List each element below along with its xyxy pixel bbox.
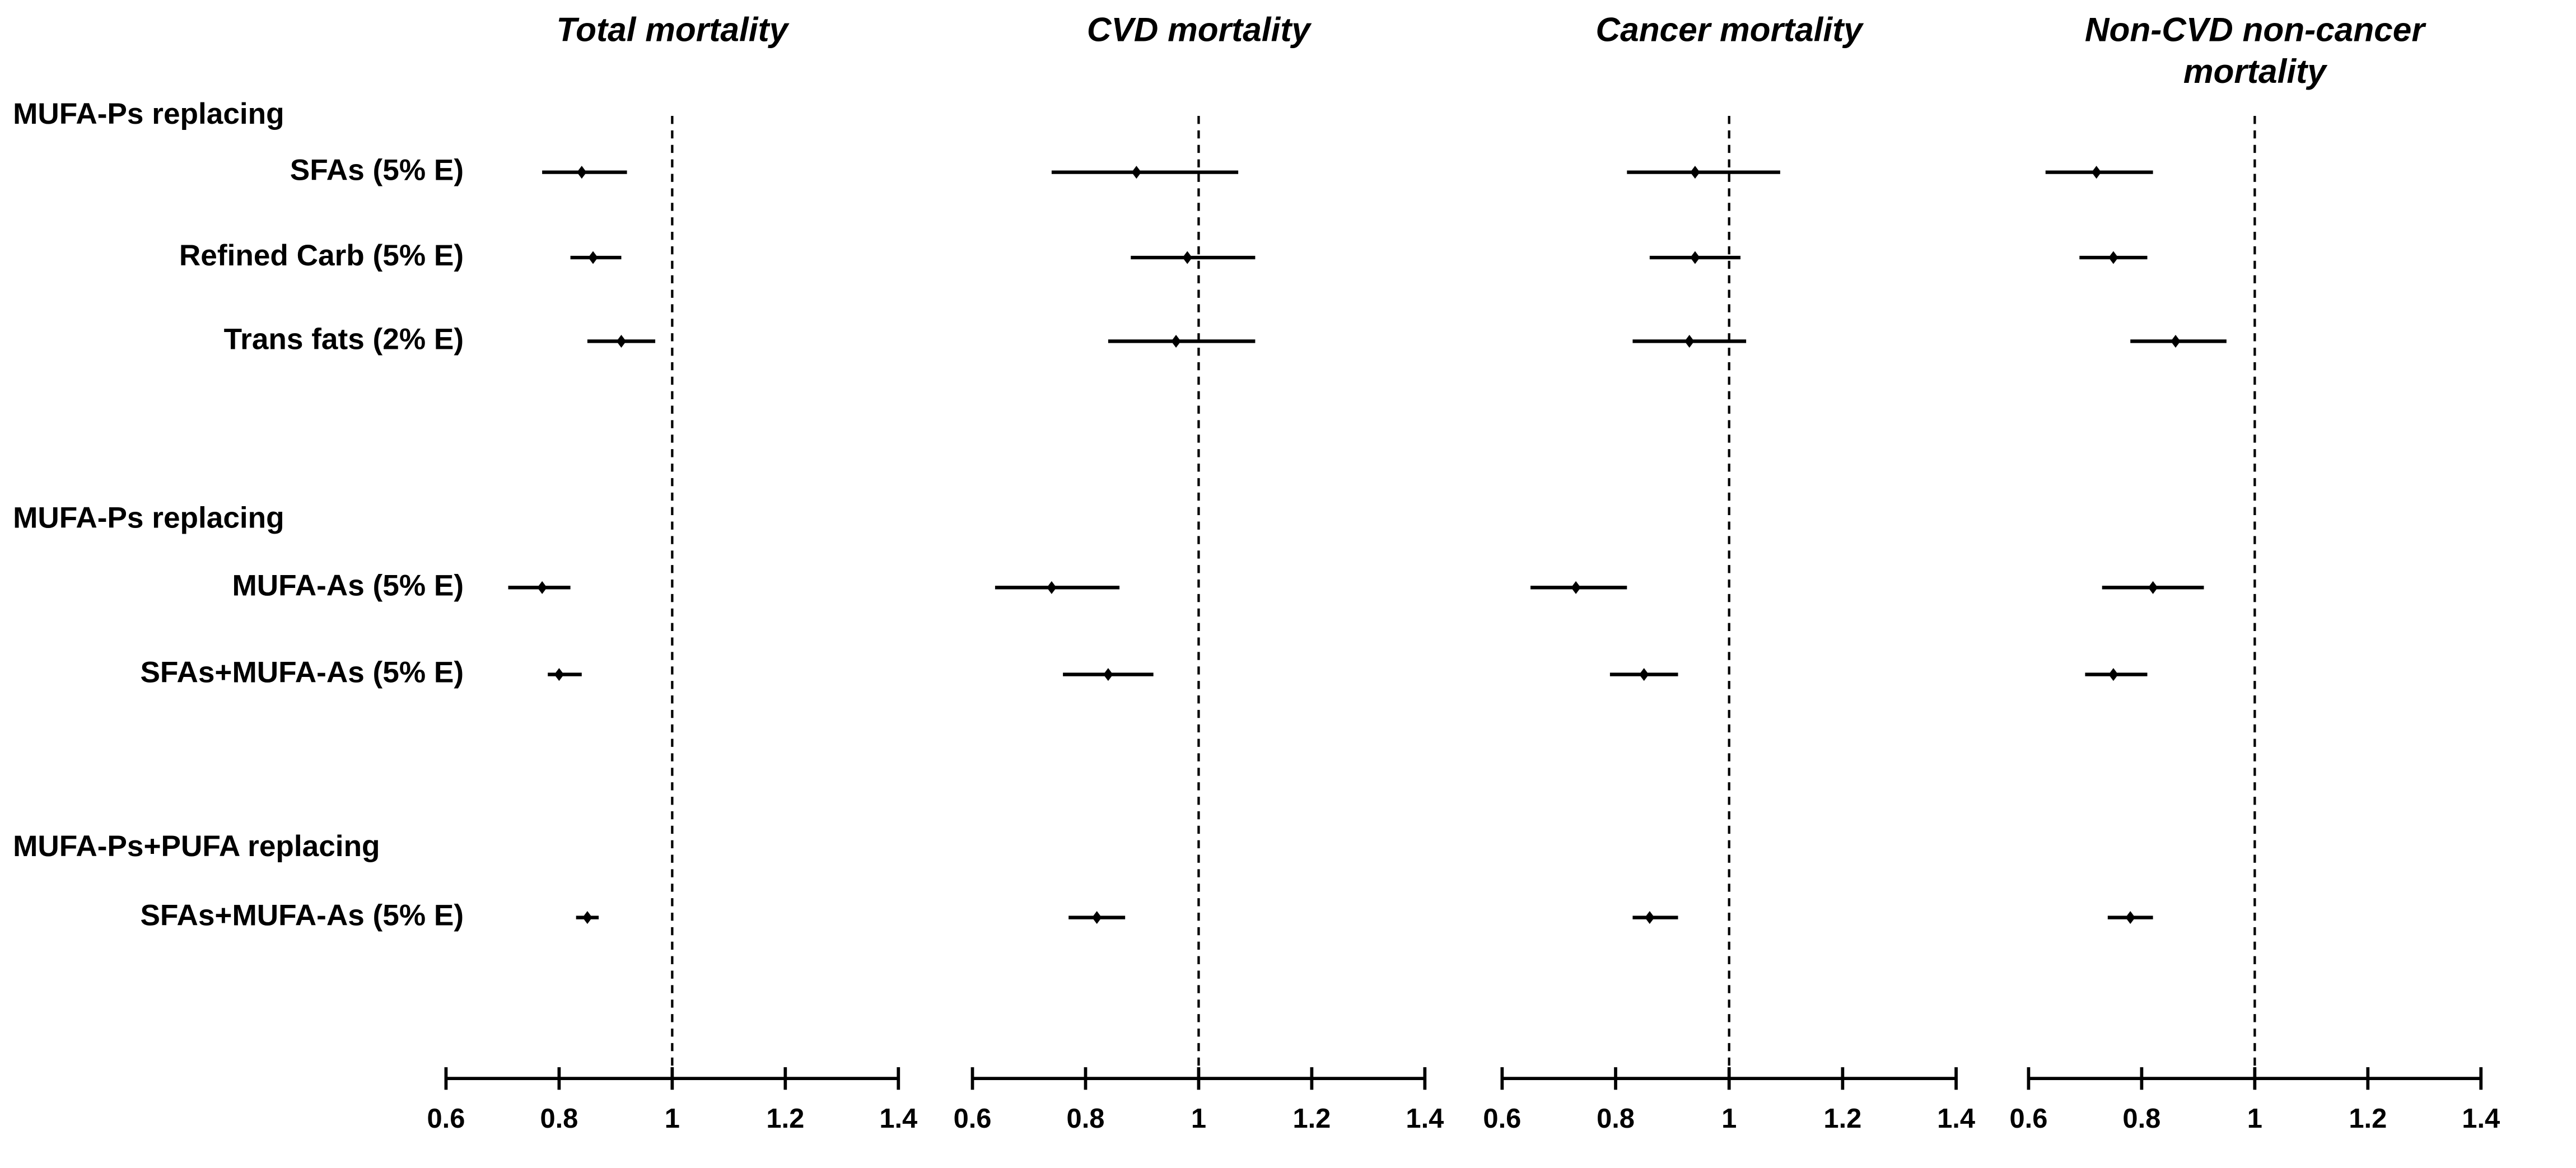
- group-header: MUFA-Ps replacing: [13, 97, 284, 130]
- point-estimate: [2108, 251, 2118, 264]
- point-estimate: [1639, 668, 1649, 681]
- x-tick-label: 1: [665, 1104, 680, 1134]
- row-label: Trans fats (2% E): [224, 323, 464, 356]
- point-estimate: [554, 668, 564, 681]
- point-estimate: [1171, 334, 1181, 348]
- point-estimate: [1684, 334, 1695, 348]
- point-estimate: [2125, 911, 2135, 924]
- x-tick-label: 0.8: [540, 1104, 578, 1134]
- group-header: MUFA-Ps+PUFA replacing: [13, 830, 380, 863]
- point-estimate: [2171, 334, 2181, 348]
- x-tick-label: 0.6: [954, 1104, 992, 1134]
- x-tick-label: 0.6: [1483, 1104, 1521, 1134]
- group-header: MUFA-Ps replacing: [13, 502, 284, 535]
- point-estimate: [1103, 668, 1113, 681]
- point-estimate: [1690, 166, 1700, 179]
- row-label: SFAs (5% E): [290, 154, 464, 187]
- x-tick-label: 1.2: [1823, 1104, 1861, 1134]
- point-estimate: [1047, 581, 1057, 594]
- x-tick-label: 1.4: [1406, 1104, 1444, 1134]
- row-label: SFAs+MUFA-As (5% E): [140, 899, 464, 932]
- x-tick-label: 1.4: [2462, 1104, 2500, 1134]
- point-estimate: [582, 911, 592, 924]
- x-tick-label: 1: [1191, 1104, 1206, 1134]
- x-tick-label: 1.2: [2349, 1104, 2387, 1134]
- x-tick-label: 0.6: [427, 1104, 465, 1134]
- point-estimate: [616, 334, 627, 348]
- x-tick-label: 1.4: [1937, 1104, 1975, 1134]
- row-label: MUFA-As (5% E): [232, 569, 464, 602]
- x-tick-label: 1.2: [766, 1104, 804, 1134]
- row-label: SFAs+MUFA-As (5% E): [140, 656, 464, 689]
- point-estimate: [577, 166, 587, 179]
- point-estimate: [1690, 251, 1700, 264]
- x-tick-label: 0.8: [1597, 1104, 1635, 1134]
- panel-title: Cancer mortality: [1596, 10, 1865, 48]
- point-estimate: [1182, 251, 1192, 264]
- x-tick-label: 1.2: [1292, 1104, 1331, 1134]
- point-estimate: [1092, 911, 1102, 924]
- point-estimate: [1131, 166, 1141, 179]
- x-tick-label: 0.8: [2122, 1104, 2160, 1134]
- panel-title: mortality: [2183, 52, 2328, 90]
- point-estimate: [1645, 911, 1655, 924]
- x-tick-label: 1: [1721, 1104, 1737, 1134]
- row-label: Refined Carb (5% E): [179, 239, 464, 272]
- point-estimate: [588, 251, 598, 264]
- x-tick-label: 0.6: [2009, 1104, 2047, 1134]
- point-estimate: [537, 581, 547, 594]
- x-tick-label: 1: [2247, 1104, 2262, 1134]
- x-tick-label: 1.4: [879, 1104, 917, 1134]
- panel-title: Total mortality: [557, 10, 790, 48]
- point-estimate: [2108, 668, 2118, 681]
- panel-title: Non-CVD non-cancer: [2085, 10, 2426, 48]
- point-estimate: [1571, 581, 1581, 594]
- panel-title: CVD mortality: [1087, 10, 1313, 48]
- point-estimate: [2091, 166, 2102, 179]
- point-estimate: [2148, 581, 2158, 594]
- x-tick-label: 0.8: [1067, 1104, 1105, 1134]
